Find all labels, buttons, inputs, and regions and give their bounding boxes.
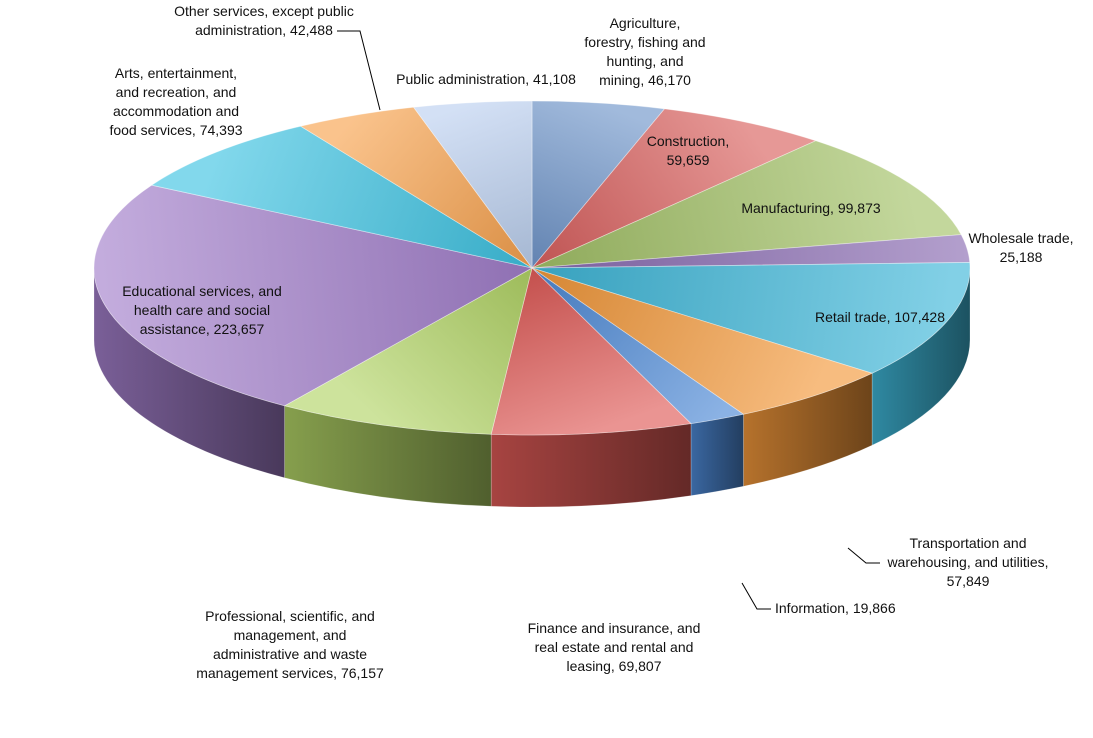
slice-label-line: Public administration, 41,108: [396, 71, 576, 87]
slice-label-line: health care and social: [134, 302, 270, 318]
slice-label-line: Arts, entertainment,: [115, 65, 237, 81]
slice-label: Other services, except public administrat…: [174, 3, 354, 38]
slice-label: Construction, 59,659: [647, 133, 729, 168]
label-layer: Agriculture, forestry, fishing and hunting…: [109, 3, 1073, 681]
slice-label-line: food services, 74,393: [109, 122, 242, 138]
slice-label-line: management services, 76,157: [196, 665, 384, 681]
pie-slice-top: [531, 267, 874, 415]
slice-label-line: forestry, fishing and: [584, 34, 705, 50]
leader-line-layer: [337, 30, 880, 610]
slice-label: Educational services, and health care and…: [122, 283, 282, 337]
slice-label-line: 57,849: [947, 573, 990, 589]
slice-label-line: assistance, 223,657: [140, 321, 265, 337]
pie-slice-top: [150, 125, 533, 269]
leader-line: [337, 30, 381, 111]
slice-label: Wholesale trade, 25,188: [968, 230, 1073, 265]
slice-label-line: Professional, scientific, and: [205, 608, 375, 624]
pie-slice-top: [531, 262, 971, 374]
slice-label: Manufacturing, 99,873: [741, 200, 881, 216]
leader-line: [741, 582, 771, 610]
slice-label-line: Agriculture,: [610, 15, 681, 31]
pie-top-layer: [93, 100, 971, 436]
slice-label-line: Retail trade, 107,428: [815, 309, 945, 325]
slice-label-line: Finance and insurance, and: [528, 620, 701, 636]
leader-line: [847, 547, 880, 564]
slice-label-line: Construction,: [647, 133, 729, 149]
slice-label-line: Manufacturing, 99,873: [741, 200, 881, 216]
slice-label: Retail trade, 107,428: [815, 309, 945, 325]
slice-label-line: warehousing, and utilities,: [886, 554, 1048, 570]
pie-slice-top: [412, 100, 533, 270]
slice-label-line: administration, 42,488: [195, 22, 333, 38]
slice-label-line: Educational services, and: [122, 283, 282, 299]
slice-label-line: Transportation and: [910, 535, 1027, 551]
slice-label: Agriculture, forestry, fishing and hunting…: [584, 15, 705, 88]
slice-label: Transportation and warehousing, and utili…: [886, 535, 1048, 589]
slice-label-line: Other services, except public: [174, 3, 354, 19]
pie-slice-top: [93, 184, 534, 407]
slice-label-line: mining, 46,170: [599, 72, 691, 88]
pie-slice-side: [690, 413, 744, 496]
pie-slice-side: [490, 423, 692, 508]
slice-label: Information, 19,866: [775, 600, 896, 616]
slice-label-line: Wholesale trade,: [968, 230, 1073, 246]
slice-label-line: hunting, and: [606, 53, 683, 69]
pie-slice-top: [531, 100, 666, 270]
slice-label-line: 25,188: [1000, 249, 1043, 265]
pie-slice-top: [531, 234, 971, 269]
slice-label: Public administration, 41,108: [396, 71, 576, 87]
slice-label: Arts, entertainment, and recreation, and a…: [109, 65, 242, 138]
slice-label-line: 59,659: [667, 152, 710, 168]
pie-slice-top: [531, 108, 817, 269]
slice-label-line: and recreation, and: [116, 84, 237, 100]
pie-slice-top: [283, 267, 533, 435]
slice-label-line: accommodation and: [113, 103, 239, 119]
slice-label-line: real estate and rental and: [535, 639, 694, 655]
slice-label-line: Information, 19,866: [775, 600, 896, 616]
pie-slice-top: [531, 140, 962, 269]
slice-label-line: administrative and waste: [213, 646, 367, 662]
slice-label-line: leasing, 69,807: [567, 658, 662, 674]
slice-label: Finance and insurance, and real estate an…: [528, 620, 701, 674]
pie-slice-top: [531, 267, 745, 425]
slice-label: Professional, scientific, and management,…: [196, 608, 384, 681]
slice-label-line: management, and: [234, 627, 347, 643]
pie-slice-top: [490, 267, 692, 436]
pie-slice-top: [299, 106, 533, 269]
